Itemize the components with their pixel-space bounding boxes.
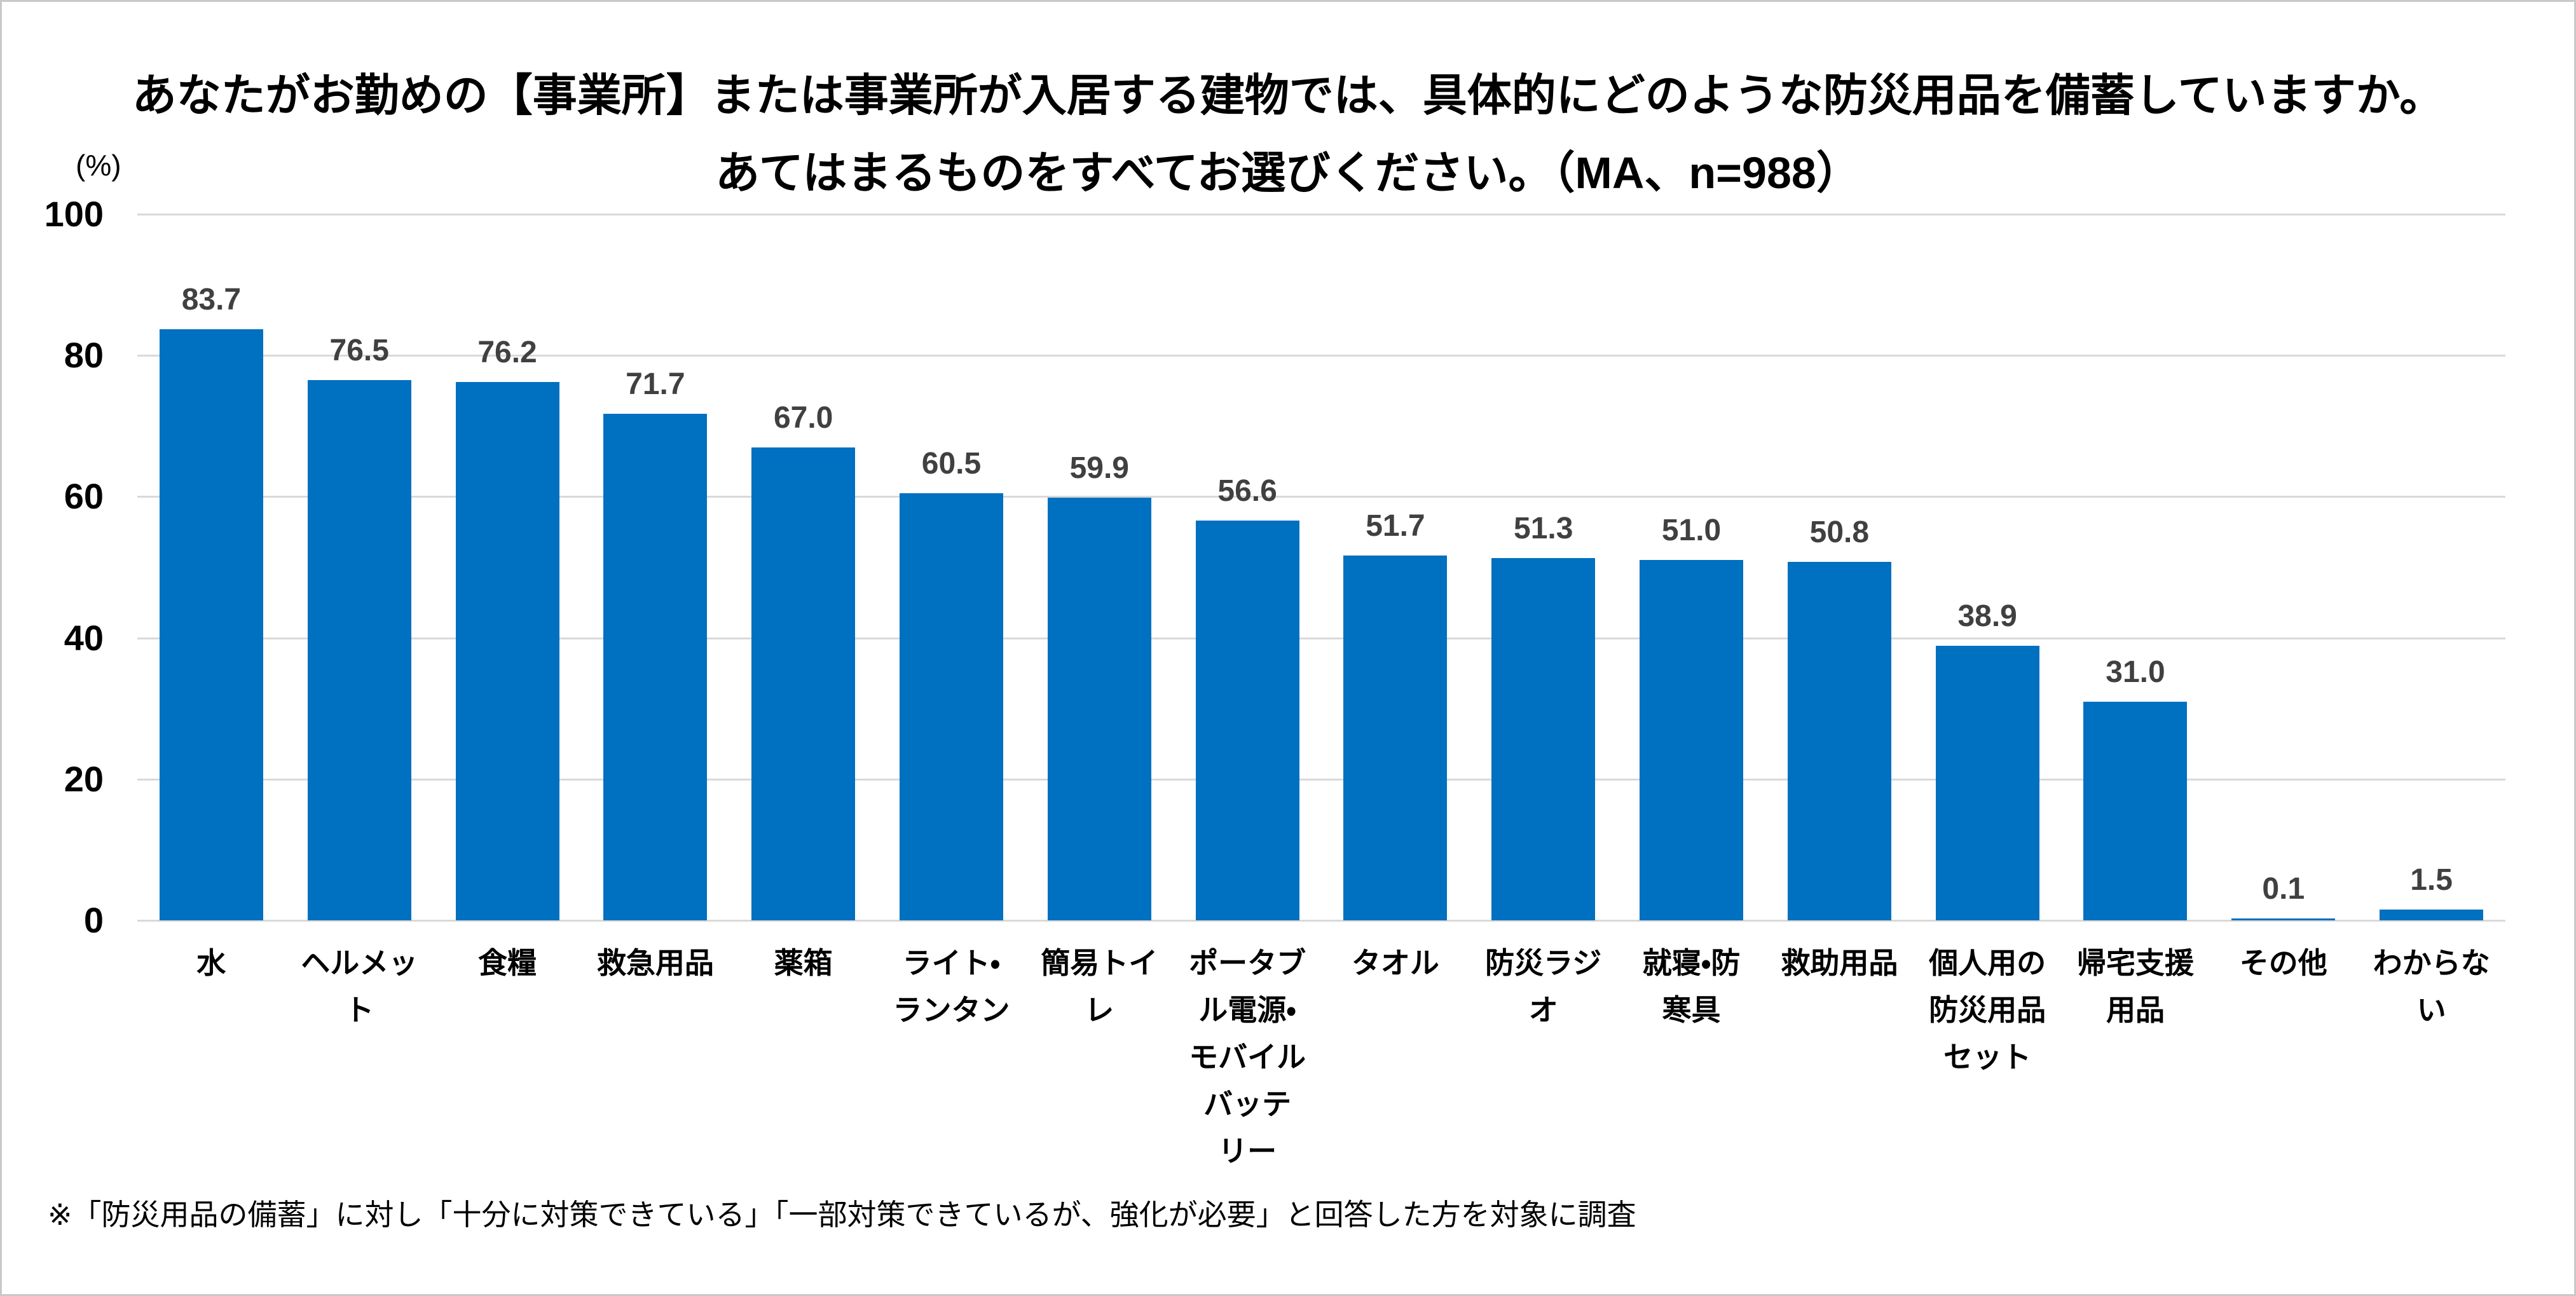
category-label-その他: その他 — [2239, 946, 2327, 979]
category-label-就寝・防寒具: 就寝・防 寒具 — [1642, 946, 1741, 1027]
category-label-ポータブル電源・モバイルバッテリー: ポータブ ル電源・ モバイル バッテ リー — [1189, 946, 1306, 1168]
category-label-ヘルメット: ヘルメッ ト — [301, 946, 418, 1027]
y-tick-label-60: 60 — [64, 476, 104, 517]
value-label-食糧: 76.2 — [477, 336, 537, 370]
category-label-個人用の防災用品セット: 個人用の 防災用品 セット — [1929, 946, 2046, 1074]
value-label-わからない: 1.5 — [2410, 863, 2453, 897]
y-axis: 0 20 40 60 80 100 — [2, 2, 104, 1294]
x-axis-labels: 水 ヘルメッ ト 食糧 救急用品 薬箱 ライト・ ランタン 簡易トイ レポータブ ル電源・ … — [137, 939, 2505, 1270]
bar-ヘルメット — [307, 380, 411, 920]
value-label-簡易トイレ: 59.9 — [1069, 451, 1129, 485]
bar-就寝・防寒具 — [1640, 560, 1744, 920]
value-label-就寝・防寒具: 51.0 — [1661, 514, 1722, 548]
y-tick-label-0: 0 — [83, 900, 104, 940]
y-axis-unit-label: (%) — [76, 149, 121, 182]
chart-title-line2: あてはまるものをすべてお選びください。（MA、n=988） — [715, 148, 1861, 198]
bar-帰宅支援用品 — [2083, 701, 2188, 920]
value-label-タオル: 51.7 — [1366, 508, 1425, 543]
y-tick-label-100: 100 — [44, 194, 104, 234]
category-label-薬箱: 薬箱 — [774, 946, 833, 979]
y-tick-label-40: 40 — [64, 617, 104, 658]
value-label-個人用の防災用品セット: 38.9 — [1957, 599, 2017, 633]
gridline-60 — [137, 496, 2505, 498]
category-label-帰宅支援用品: 帰宅支援 用品 — [2076, 946, 2194, 1027]
chart-title: あなたがお勤めの【事業所】または事業所が入居する建物では、具体的にどのような防災… — [2, 57, 2574, 212]
gridline-100 — [137, 214, 2505, 215]
gridline-80 — [137, 355, 2505, 357]
category-label-ライト・ランタン: ライト・ ランタン — [893, 946, 1010, 1027]
y-tick-label-20: 20 — [64, 758, 104, 799]
chart-title-line1: あなたがお勤めの【事業所】または事業所が入居する建物では、具体的にどのような防災… — [132, 71, 2444, 120]
bar-わからない — [2380, 910, 2484, 920]
bar-救急用品 — [603, 414, 708, 920]
value-label-ライト・ランタン: 60.5 — [921, 446, 982, 481]
value-label-ポータブル電源・モバイルバッテリー: 56.6 — [1217, 474, 1277, 508]
bar-個人用の防災用品セット — [1935, 645, 2039, 920]
bar-防災ラジオ — [1491, 558, 1596, 920]
category-label-防災ラジオ: 防災ラジ オ — [1485, 946, 1602, 1027]
category-label-救急用品: 救急用品 — [596, 946, 714, 979]
bar-簡易トイレ — [1047, 497, 1151, 920]
bar-食糧 — [455, 382, 559, 920]
category-label-救助用品: 救助用品 — [1781, 946, 1898, 979]
bar-水 — [159, 329, 263, 920]
category-label-食糧: 食糧 — [478, 946, 537, 979]
x-axis-line — [137, 920, 2505, 922]
value-label-防災ラジオ: 51.3 — [1514, 512, 1573, 546]
plot-area: 83.7 76.5 76.2 71.7 67.0 60.5 59.9 56.6 51.7 51.3… — [137, 214, 2505, 922]
category-label-わからない: わからな い — [2373, 946, 2490, 1027]
value-label-その他: 0.1 — [2262, 872, 2305, 906]
value-label-水: 83.7 — [181, 283, 242, 317]
category-label-簡易トイレ: 簡易トイ レ — [1041, 946, 1158, 1027]
gridline-40 — [137, 637, 2505, 639]
bar-ポータブル電源・モバイルバッテリー — [1195, 521, 1299, 920]
bar-その他 — [2231, 918, 2336, 920]
footnote: ※「防災用品の備蓄」に対し「十分に対策できている」「一部対策できているが、強化が… — [48, 1198, 1636, 1231]
bar-薬箱 — [751, 447, 856, 920]
value-label-ヘルメット: 76.5 — [329, 334, 389, 368]
bar-ライト・ランタン — [899, 493, 1003, 920]
value-label-薬箱: 67.0 — [773, 400, 833, 435]
bar-タオル — [1343, 555, 1448, 920]
value-label-救助用品: 50.8 — [1809, 515, 1870, 549]
value-label-帰宅支援用品: 31.0 — [2106, 655, 2165, 689]
gridline-20 — [137, 778, 2505, 781]
value-label-救急用品: 71.7 — [626, 367, 685, 402]
y-tick-label-80: 80 — [64, 335, 104, 376]
category-label-水: 水 — [196, 946, 226, 979]
bar-救助用品 — [1787, 561, 1891, 920]
category-label-タオル: タオル — [1351, 946, 1439, 979]
